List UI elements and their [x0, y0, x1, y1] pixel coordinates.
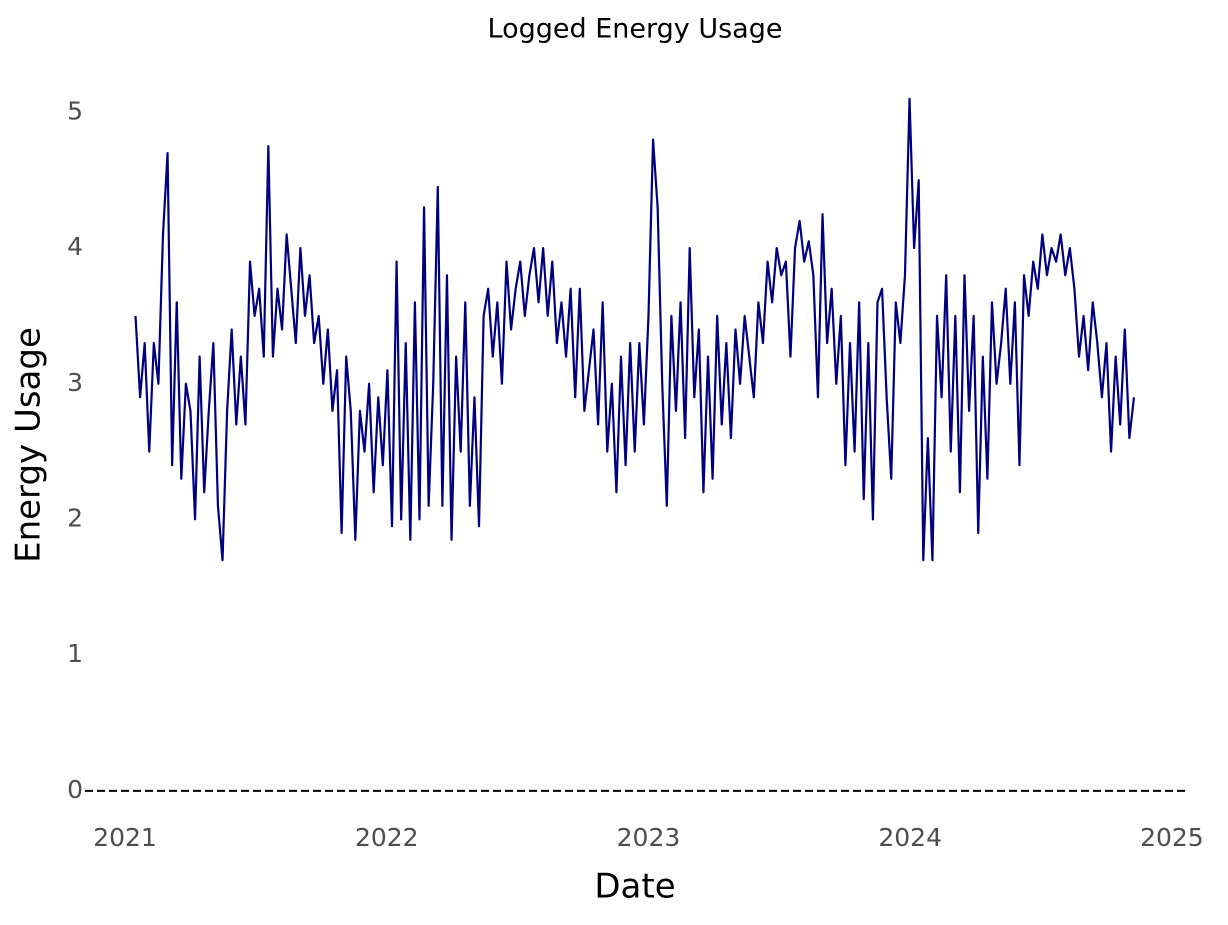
y-tick-label: 5 [67, 96, 83, 125]
x-tick-label: 2021 [93, 823, 157, 852]
chart-title: Logged Energy Usage [488, 14, 783, 45]
x-axis-label: Date [594, 867, 675, 907]
y-tick-label: 3 [67, 368, 83, 397]
y-tick-label: 2 [67, 503, 83, 532]
y-tick-label: 1 [67, 639, 83, 668]
y-axis-label: Energy Usage [9, 327, 49, 563]
x-tick-label: 2023 [617, 823, 681, 852]
x-tick-label: 2024 [878, 823, 942, 852]
y-tick-label: 0 [67, 775, 83, 804]
data-line [134, 97, 1136, 562]
x-tick-label: 2025 [1140, 823, 1204, 852]
x-tick-label: 2022 [355, 823, 419, 852]
y-tick-label: 4 [67, 232, 83, 261]
